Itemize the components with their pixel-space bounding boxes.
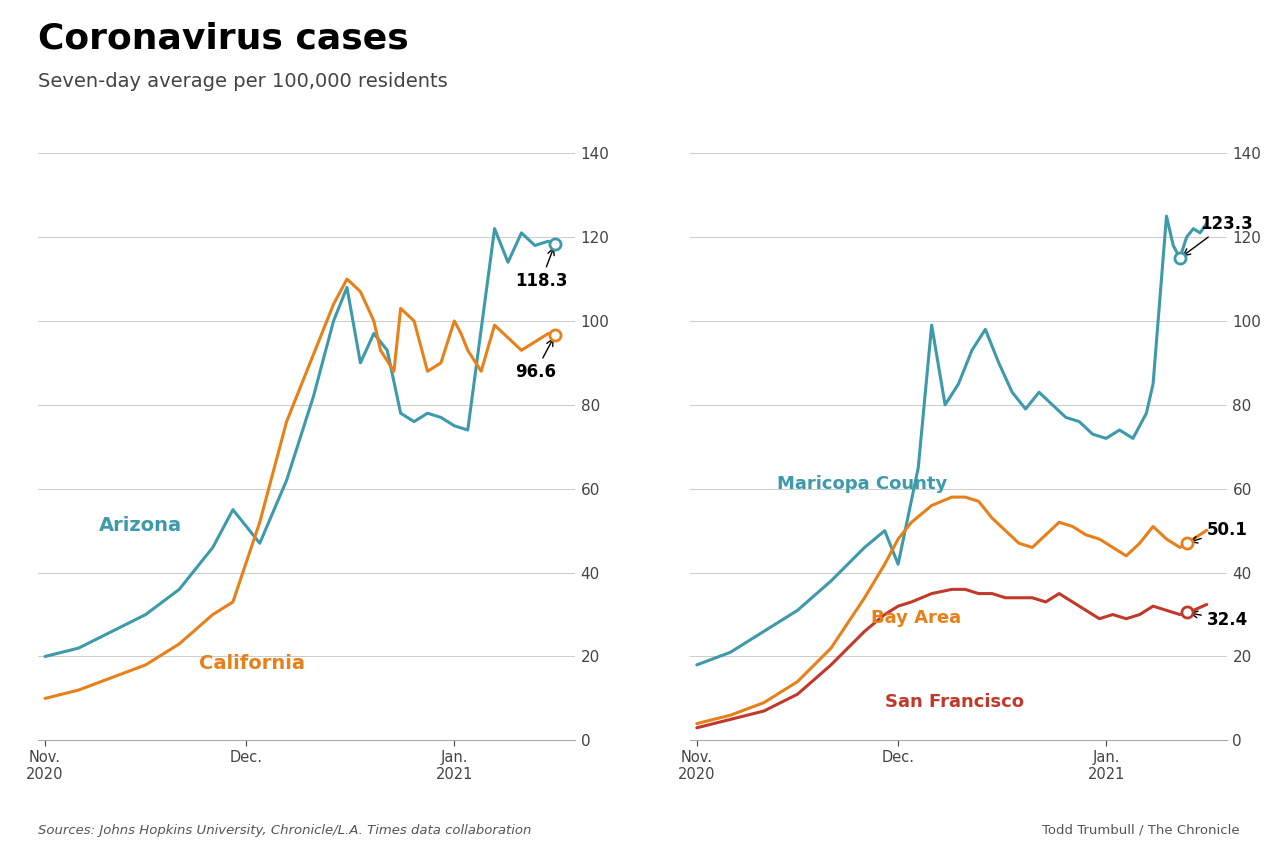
Text: 118.3: 118.3 bbox=[515, 248, 567, 290]
Text: California: California bbox=[199, 654, 305, 673]
Text: 50.1: 50.1 bbox=[1191, 521, 1247, 543]
Text: Arizona: Arizona bbox=[98, 516, 181, 534]
Text: 96.6: 96.6 bbox=[515, 339, 556, 381]
Text: San Francisco: San Francisco bbox=[884, 693, 1024, 711]
Text: Bay Area: Bay Area bbox=[872, 609, 961, 627]
Text: Coronavirus cases: Coronavirus cases bbox=[38, 21, 409, 55]
Text: Todd Trumbull / The Chronicle: Todd Trumbull / The Chronicle bbox=[1042, 824, 1240, 837]
Text: Sources: Johns Hopkins University, Chronicle/L.A. Times data collaboration: Sources: Johns Hopkins University, Chron… bbox=[38, 824, 532, 837]
Text: 123.3: 123.3 bbox=[1183, 214, 1252, 255]
Text: Seven-day average per 100,000 residents: Seven-day average per 100,000 residents bbox=[38, 72, 449, 91]
Text: Maricopa County: Maricopa County bbox=[777, 475, 947, 493]
Text: 32.4: 32.4 bbox=[1191, 611, 1249, 629]
